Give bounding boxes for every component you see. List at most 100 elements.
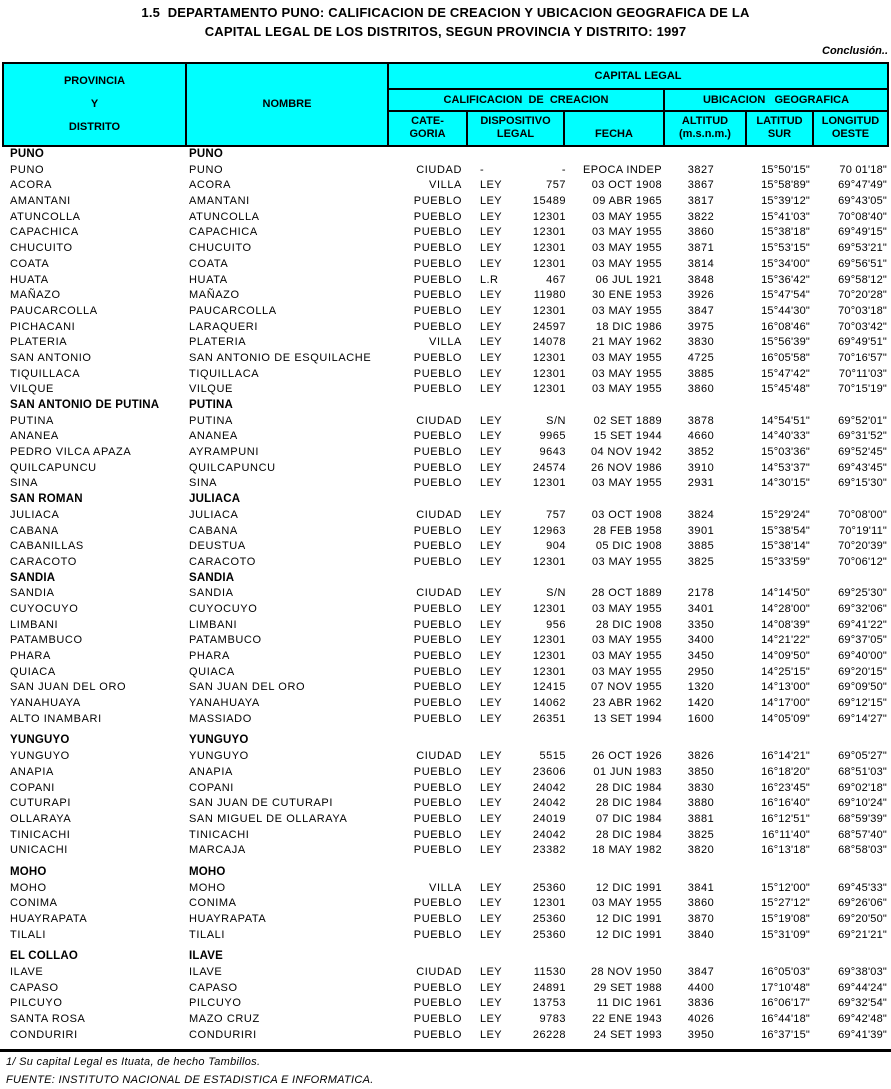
cell-altitud-msnm: 3817 — [687, 195, 715, 208]
header-nombre: NOMBRE — [187, 64, 387, 145]
district-row: ATUNCOLLA ATUNCOLLA PUEBLO LEY 12301 03 MAY 1… — [2, 210, 889, 226]
cell-longitud-oeste: 69°43'45" — [838, 461, 887, 474]
cell-nombre: SAN ANTONIO DE ESQUILACHE — [189, 351, 372, 364]
cell-longitud-oeste: 70°03'18" — [838, 304, 887, 317]
cell-longitud-oeste: 69°15'30" — [838, 477, 887, 490]
cell-altitud-msnm — [666, 733, 748, 749]
cell-dispositivo-tipo: LEY — [480, 257, 502, 270]
cell-dispositivo-tipo — [466, 733, 504, 749]
cell-altitud-msnm — [666, 949, 748, 965]
cell-nombre: HUAYRAPATA — [189, 913, 267, 925]
cell-dispositivo-tipo: LEY — [480, 383, 502, 396]
cell-dispositivo-tipo: LEY — [480, 336, 502, 349]
cell-altitud-msnm: 3825 — [687, 555, 715, 568]
cell-latitud-sur: 15°12'00" — [761, 881, 810, 894]
cell-latitud-sur — [748, 865, 815, 881]
cell-dispositivo-tipo: LEY — [480, 844, 502, 857]
district-row: PHARA PHARA PUEBLO LEY 12301 03 MAY 1955 3450 1… — [2, 649, 889, 665]
cell-latitud-sur: 14°14'50" — [761, 587, 810, 600]
district-row: OLLARAYA SAN MIGUEL DE OLLARAYA PUEBLO LEY 2… — [2, 812, 889, 828]
cell-dispositivo-numero — [504, 865, 566, 881]
cell-latitud-sur: 14°13'00" — [761, 681, 810, 694]
cell-longitud-oeste: 69°02'18" — [838, 781, 887, 794]
cell-altitud-msnm: 3885 — [687, 540, 715, 553]
cell-nombre: YANAHUAYA — [189, 697, 260, 710]
header-latitud: LATITUD SUR — [747, 112, 812, 145]
header-altitud-line1: ALTITUD — [681, 115, 729, 127]
cell-latitud-sur: 16°05'03" — [761, 966, 810, 979]
district-row: HUATA HUATA PUEBLO L.R 467 06 JUL 1921 3848 15°… — [2, 273, 889, 289]
cell-longitud-oeste: 70°16'57" — [838, 351, 887, 364]
cell-distrito: UNICACHI — [10, 844, 68, 857]
table-body: PUNO PUNO PUNO PUNO CIUDAD - - EPOCA INDEP 3827 1… — [2, 147, 889, 1044]
cell-categoria: CIUDAD — [416, 966, 462, 979]
cell-longitud-oeste: 70°03'42" — [838, 320, 887, 333]
district-row: JULIACA JULIACA CIUDAD LEY 757 03 OCT 1908 382… — [2, 508, 889, 524]
cell-longitud-oeste: 69°26'06" — [838, 897, 887, 910]
cell-distrito: QUILCAPUNCU — [10, 461, 97, 474]
district-row: VILQUE VILQUE PUEBLO LEY 12301 03 MAY 1955 386… — [2, 382, 889, 398]
cell-latitud-sur: 14°54'51" — [761, 414, 810, 427]
cell-dispositivo-numero: 15489 — [532, 195, 566, 208]
cell-dispositivo-numero: 12301 — [532, 477, 566, 490]
cell-latitud-sur: 16°14'21" — [761, 750, 810, 763]
cell-nombre: QUILCAPUNCU — [189, 461, 276, 474]
district-row: QUIACA QUIACA PUEBLO LEY 12301 03 MAY 1955 295… — [2, 665, 889, 681]
cell-categoria: PUEBLO — [413, 540, 462, 553]
cell-altitud-msnm: 3820 — [687, 844, 715, 857]
cell-categoria: PUEBLO — [413, 461, 462, 474]
cell-dispositivo-tipo: LEY — [480, 179, 502, 192]
cell-longitud-oeste: 69°43'05" — [838, 195, 887, 208]
cell-categoria: PUEBLO — [413, 383, 462, 396]
cell-distrito: COPANI — [10, 781, 55, 794]
cell-longitud-oeste: 69°58'12" — [838, 273, 887, 286]
cell-longitud-oeste: 69°37'05" — [838, 634, 887, 647]
cell-longitud-oeste: 69°31'52" — [838, 430, 887, 443]
cell-longitud-oeste: 69°47'49" — [838, 179, 887, 192]
header-capital-legal: CAPITAL LEGAL — [389, 64, 887, 88]
cell-categoria — [387, 492, 466, 508]
cell-fecha: 26 NOV 1986 — [590, 461, 662, 474]
cell-categoria: VILLA — [429, 881, 462, 894]
cell-nombre: ATUNCOLLA — [189, 210, 260, 223]
cell-altitud-msnm: 3830 — [687, 781, 715, 794]
cell-dispositivo-tipo: LEY — [480, 304, 502, 317]
cell-latitud-sur: 16°11'40" — [761, 828, 810, 841]
cell-altitud-msnm: 3926 — [687, 289, 715, 302]
cell-fecha: 03 MAY 1955 — [591, 555, 662, 568]
cell-dispositivo-numero: 12301 — [532, 257, 566, 270]
cell-dispositivo-tipo: LEY — [480, 430, 502, 443]
cell-fecha: 03 MAY 1955 — [591, 210, 662, 223]
cell-nombre: SAN JUAN DE CUTURAPI — [189, 797, 334, 810]
cell-fecha — [566, 865, 666, 881]
cell-longitud-oeste: 69°12'15" — [838, 697, 887, 710]
district-row: CABANILLAS DEUSTUA PUEBLO LEY 904 05 DIC 1908… — [2, 539, 889, 555]
header-categoria-line1: CATE- — [411, 115, 444, 127]
cell-altitud-msnm: 3841 — [687, 881, 715, 894]
cell-dispositivo-numero: 467 — [546, 273, 566, 286]
cell-altitud-msnm: 3400 — [687, 634, 715, 647]
cell-nombre: LIMBANI — [189, 618, 238, 631]
cell-dispositivo-numero: 24042 — [532, 781, 566, 794]
footnote: 1/ Su capital Legal es Ituata, de hecho … — [6, 1056, 261, 1068]
cell-fecha: 24 SET 1993 — [593, 1028, 662, 1041]
cell-dispositivo-tipo: LEY — [480, 650, 502, 662]
page-title-line1: 1.5 DEPARTAMENTO PUNO: CALIFICACION DE C… — [141, 5, 750, 20]
cell-altitud-msnm: 3881 — [687, 812, 715, 825]
district-row: CONDURIRI CONDURIRI PUEBLO LEY 26228 24 SET 1… — [2, 1028, 889, 1044]
cell-categoria — [387, 865, 466, 881]
cell-nombre: PATAMBUCO — [189, 634, 262, 647]
district-row: CARACOTO CARACOTO PUEBLO LEY 12301 03 MAY 195… — [2, 555, 889, 571]
cell-dispositivo-numero: 12301 — [532, 602, 566, 615]
cell-categoria: PUEBLO — [413, 618, 462, 631]
cell-latitud-sur: 16°05'58" — [761, 351, 810, 364]
district-row: ANAPIA ANAPIA PUEBLO LEY 23606 01 JUN 1983 385… — [2, 765, 889, 781]
cell-distrito: YUNGUYO — [10, 734, 70, 747]
cell-longitud-oeste — [815, 398, 889, 414]
district-row: TIQUILLACA TIQUILLACA PUEBLO LEY 12301 03 MAY… — [2, 367, 889, 383]
cell-nombre: TIQUILLACA — [189, 367, 260, 380]
cell-categoria: PUEBLO — [413, 650, 462, 662]
header-ubicacion-geografica: UBICACION GEOGRAFICA — [665, 90, 887, 110]
cell-categoria: PUEBLO — [413, 257, 462, 270]
cell-fecha: 03 OCT 1908 — [591, 508, 662, 521]
